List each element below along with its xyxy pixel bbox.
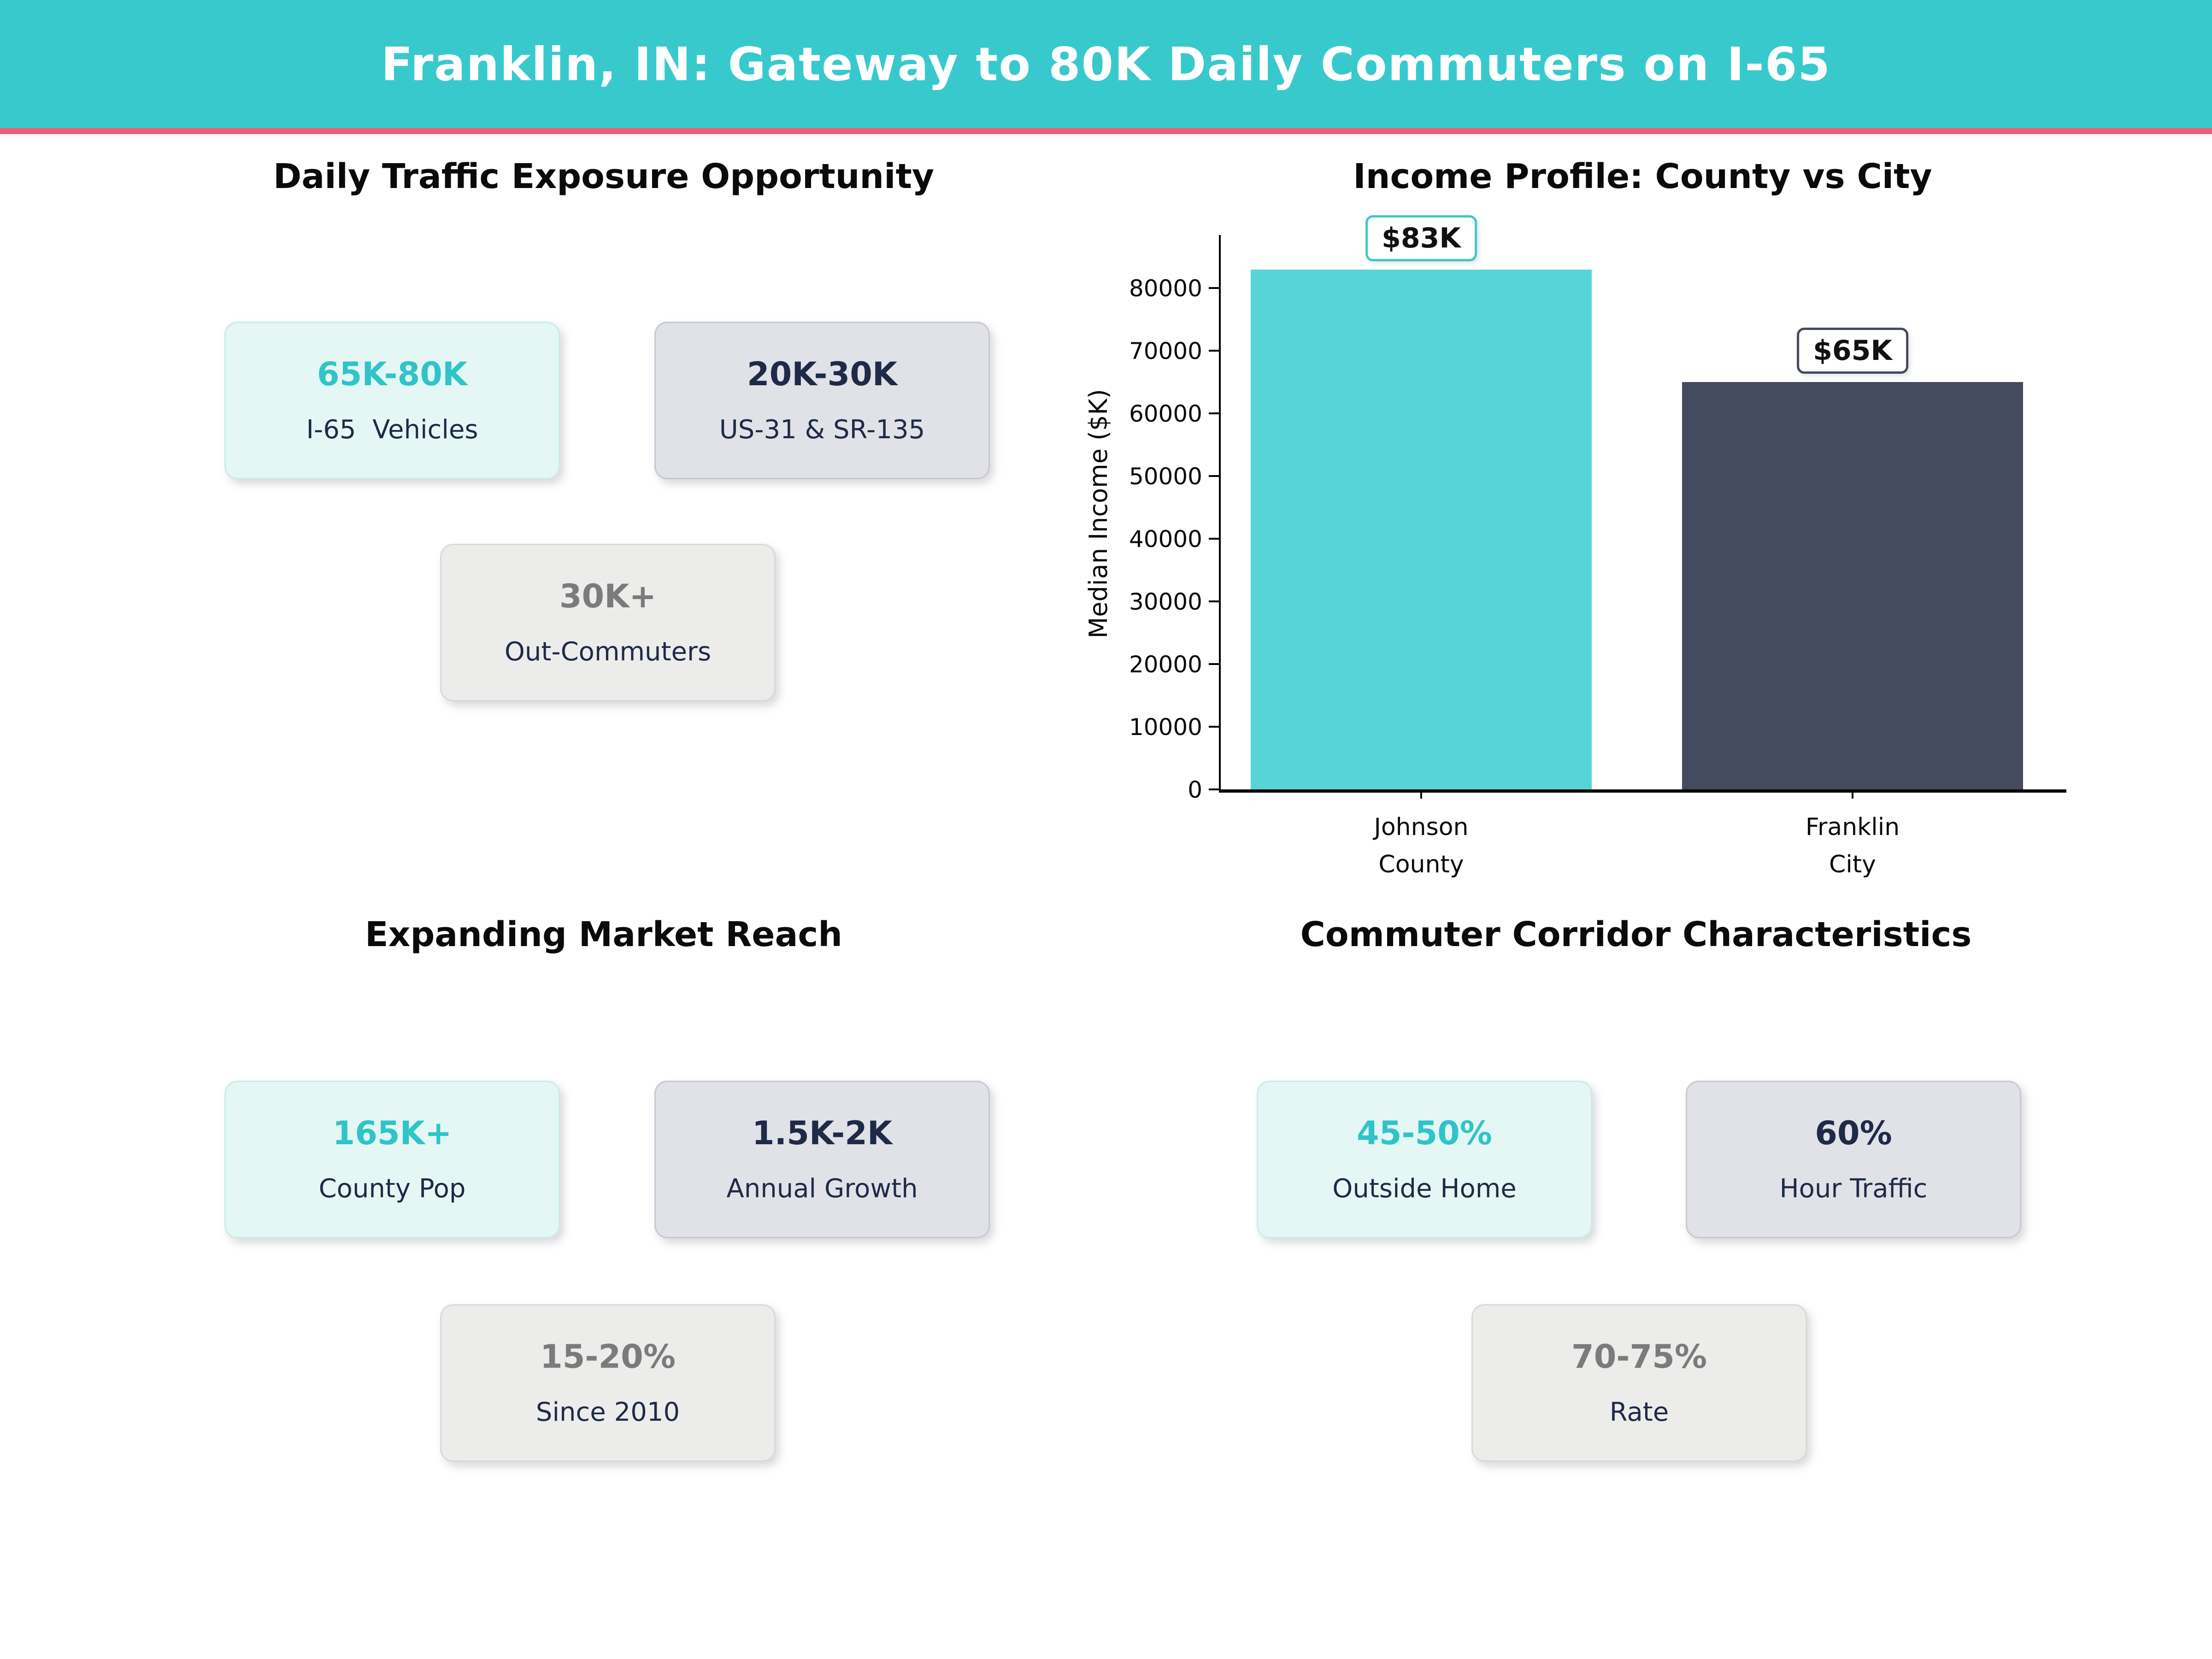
y-tick-label: 0 bbox=[1188, 777, 1202, 803]
y-tick-label: 60000 bbox=[1129, 400, 1202, 428]
stat-label: Out-Commuters bbox=[504, 637, 712, 667]
y-tick-mark bbox=[1209, 538, 1221, 540]
stat-card-outside-home: 45-50% Outside Home bbox=[1257, 1081, 1592, 1238]
stat-value: 1.5K-2K bbox=[752, 1114, 893, 1152]
y-tick-mark bbox=[1209, 726, 1221, 728]
stat-card-annual-growth: 1.5K-2K Annual Growth bbox=[654, 1081, 990, 1238]
stat-value: 15-20% bbox=[540, 1338, 676, 1376]
y-tick-label: 40000 bbox=[1129, 526, 1202, 553]
chart-title: Income Profile: County vs City bbox=[1353, 157, 1932, 196]
bar-franklin-city bbox=[1682, 382, 2023, 789]
stat-card-county-pop: 165K+ County Pop bbox=[224, 1081, 560, 1238]
y-tick-label: 10000 bbox=[1129, 714, 1202, 741]
stat-label: Outside Home bbox=[1332, 1174, 1517, 1204]
stat-value: 20K-30K bbox=[747, 355, 898, 393]
y-tick-mark bbox=[1209, 350, 1221, 352]
header-accent-line bbox=[0, 128, 2212, 134]
header-banner: Franklin, IN: Gateway to 80K Daily Commu… bbox=[0, 0, 2212, 128]
stat-label: Hour Traffic bbox=[1779, 1174, 1928, 1204]
bar-annotation: $65K bbox=[1797, 328, 1908, 374]
stat-label: US-31 & SR-135 bbox=[719, 415, 925, 445]
y-tick-label: 30000 bbox=[1129, 588, 1202, 616]
y-axis-label-wrap: Median Income ($K) bbox=[1082, 235, 1114, 793]
stat-value: 45-50% bbox=[1356, 1114, 1492, 1152]
y-tick-mark bbox=[1209, 287, 1221, 289]
stat-label: Since 2010 bbox=[535, 1397, 680, 1427]
bar-johnson-county bbox=[1251, 269, 1592, 789]
traffic-section-title: Daily Traffic Exposure Opportunity bbox=[273, 157, 935, 196]
stat-label: County Pop bbox=[318, 1174, 466, 1204]
commuter-section-title: Commuter Corridor Characteristics bbox=[1300, 915, 1972, 954]
y-tick-label: 20000 bbox=[1129, 651, 1202, 678]
stat-label: I-65 Vehicles bbox=[306, 415, 478, 445]
plot-area: 0 10000 20000 30000 40000 50000 60000 70000 8000… bbox=[1129, 215, 2066, 878]
x-category-label: Franklin City bbox=[1805, 813, 1900, 878]
y-tick-label: 50000 bbox=[1129, 463, 1202, 490]
x-tick-mark bbox=[1420, 789, 1422, 799]
stat-value: 165K+ bbox=[332, 1114, 452, 1152]
y-tick-mark bbox=[1209, 600, 1221, 603]
stat-value: 65K-80K bbox=[317, 355, 468, 393]
stat-value: 30K+ bbox=[559, 577, 657, 615]
y-tick-label: 80000 bbox=[1129, 275, 1202, 302]
stat-card-out-commuters: 30K+ Out-Commuters bbox=[440, 544, 776, 701]
stat-value: 70-75% bbox=[1571, 1338, 1707, 1376]
stat-card-hour-traffic: 60% Hour Traffic bbox=[1686, 1081, 2021, 1238]
x-tick-mark bbox=[1852, 789, 1853, 799]
y-tick-mark bbox=[1209, 475, 1221, 477]
income-bar-chart: Income Profile: County vs City Median In… bbox=[1084, 147, 2147, 931]
market-section-title: Expanding Market Reach bbox=[365, 915, 842, 954]
header-title: Franklin, IN: Gateway to 80K Daily Commu… bbox=[381, 37, 1831, 91]
stat-label: Rate bbox=[1609, 1397, 1669, 1427]
stat-value: 60% bbox=[1815, 1114, 1892, 1152]
stat-card-since-2010: 15-20% Since 2010 bbox=[440, 1304, 776, 1462]
stat-card-i65-vehicles: 65K-80K I-65 Vehicles bbox=[224, 322, 560, 479]
bar-annotation: $83K bbox=[1365, 215, 1477, 261]
stat-card-rate: 70-75% Rate bbox=[1471, 1304, 1807, 1462]
stat-card-us31-sr135: 20K-30K US-31 & SR-135 bbox=[654, 322, 990, 479]
y-tick-mark bbox=[1209, 788, 1221, 790]
y-tick-label: 70000 bbox=[1129, 338, 1202, 365]
stat-label: Annual Growth bbox=[726, 1174, 918, 1204]
y-tick-mark bbox=[1209, 663, 1221, 665]
y-tick-mark bbox=[1209, 412, 1221, 415]
x-category-label: Johnson County bbox=[1374, 813, 1469, 878]
